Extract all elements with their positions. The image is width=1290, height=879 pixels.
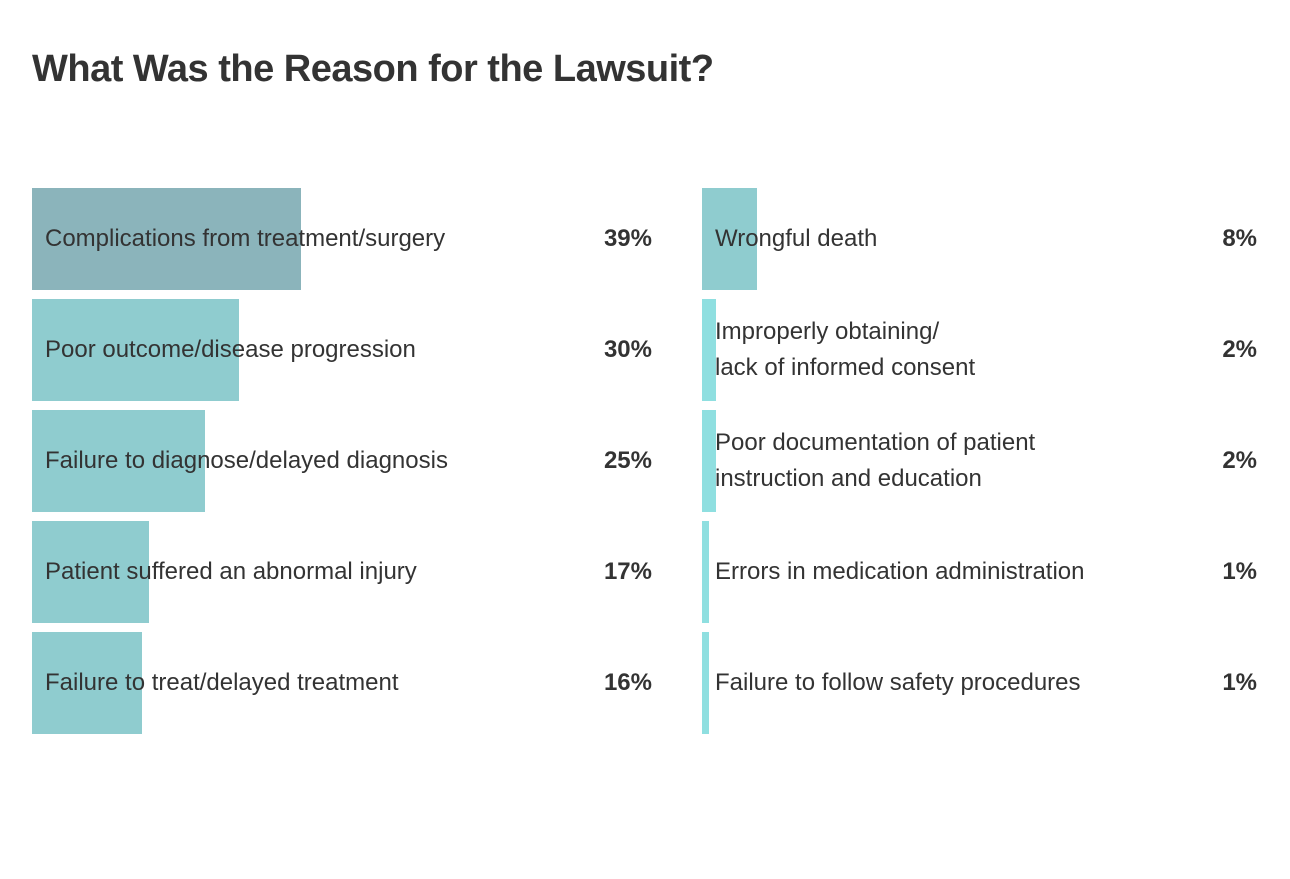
category-label: Poor documentation of patient instructio… <box>715 429 1036 492</box>
bar <box>32 632 143 734</box>
category-label: Poor outcome/disease progression <box>45 336 416 363</box>
value-label: 30% <box>603 336 652 363</box>
value-label: 2% <box>1222 336 1257 363</box>
value-label: 1% <box>1222 558 1257 585</box>
bar <box>32 188 302 290</box>
bar <box>32 521 150 623</box>
value-label: 17% <box>603 558 652 585</box>
value-label: 2% <box>1222 447 1257 474</box>
bar <box>702 188 758 290</box>
category-label: Failure to follow safety procedures <box>715 669 1081 696</box>
value-label: 39% <box>603 225 652 252</box>
bar <box>702 632 709 734</box>
bar <box>32 410 205 512</box>
value-label: 16% <box>603 669 652 696</box>
bar <box>32 299 239 401</box>
bar <box>702 299 716 401</box>
category-label: Failure to diagnose/delayed diagnosis <box>45 447 448 474</box>
chart-title: What Was the Reason for the Lawsuit? <box>32 48 714 90</box>
category-label: Patient suffered an abnormal injury <box>45 558 417 585</box>
value-label: 8% <box>1222 225 1257 252</box>
category-label: Complications from treatment/surgery <box>45 225 446 252</box>
value-label: 25% <box>603 447 652 474</box>
bar <box>702 521 709 623</box>
value-label: 1% <box>1222 669 1257 696</box>
bar <box>702 410 716 512</box>
category-label: Failure to treat/delayed treatment <box>45 669 399 696</box>
category-label: Wrongful death <box>715 225 878 252</box>
category-label: Errors in medication administration <box>715 558 1085 585</box>
category-label: Improperly obtaining/ lack of informed c… <box>715 318 976 381</box>
